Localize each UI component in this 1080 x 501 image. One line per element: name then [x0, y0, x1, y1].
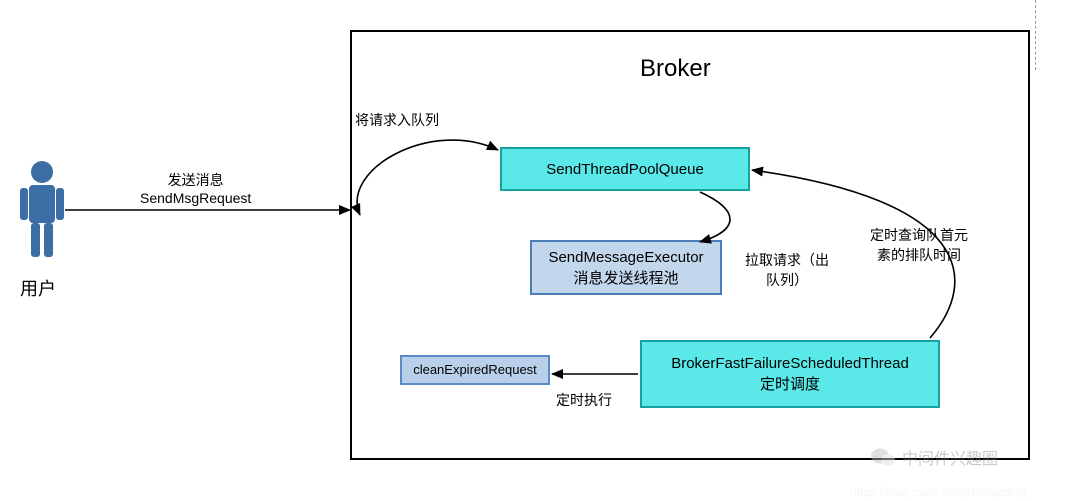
dashed-guide: [1035, 0, 1036, 70]
node-broker-fast-failure-thread: BrokerFastFailureScheduledThread 定时调度: [640, 340, 940, 408]
watermark-text: 中间件兴趣圈: [902, 445, 998, 469]
diagram-root: Broker 用户 SendThreadPoolQueue SendMessag…: [0, 0, 1080, 501]
user-label: 用户: [20, 275, 56, 301]
node-sublabel: 定时调度: [760, 374, 820, 395]
node-label: cleanExpiredRequest: [413, 361, 537, 379]
label-timer: 定时执行: [556, 390, 612, 410]
node-send-thread-pool-queue: SendThreadPoolQueue: [500, 147, 750, 191]
label-pull: 拉取请求（出 队列）: [745, 250, 829, 290]
faint-url: https://blog.csdn.net/prestigeding: [850, 485, 1026, 499]
node-send-message-executor: SendMessageExecutor 消息发送线程池: [530, 240, 722, 295]
user-icon: [20, 160, 64, 265]
label-send-msg: 发送消息 SendMsgRequest: [140, 170, 251, 206]
label-enqueue: 将请求入队列: [355, 110, 439, 130]
node-sublabel: 消息发送线程池: [573, 268, 678, 289]
node-clean-expired-request: cleanExpiredRequest: [400, 355, 550, 385]
broker-title: Broker: [640, 55, 711, 83]
wechat-icon: [870, 446, 896, 468]
node-label: SendMessageExecutor: [548, 247, 703, 268]
label-poll: 定时查询队首元 素的排队时间: [870, 225, 968, 265]
node-label: BrokerFastFailureScheduledThread: [671, 353, 909, 374]
watermark: 中间件兴趣圈: [870, 445, 998, 469]
node-label: SendThreadPoolQueue: [546, 159, 704, 180]
